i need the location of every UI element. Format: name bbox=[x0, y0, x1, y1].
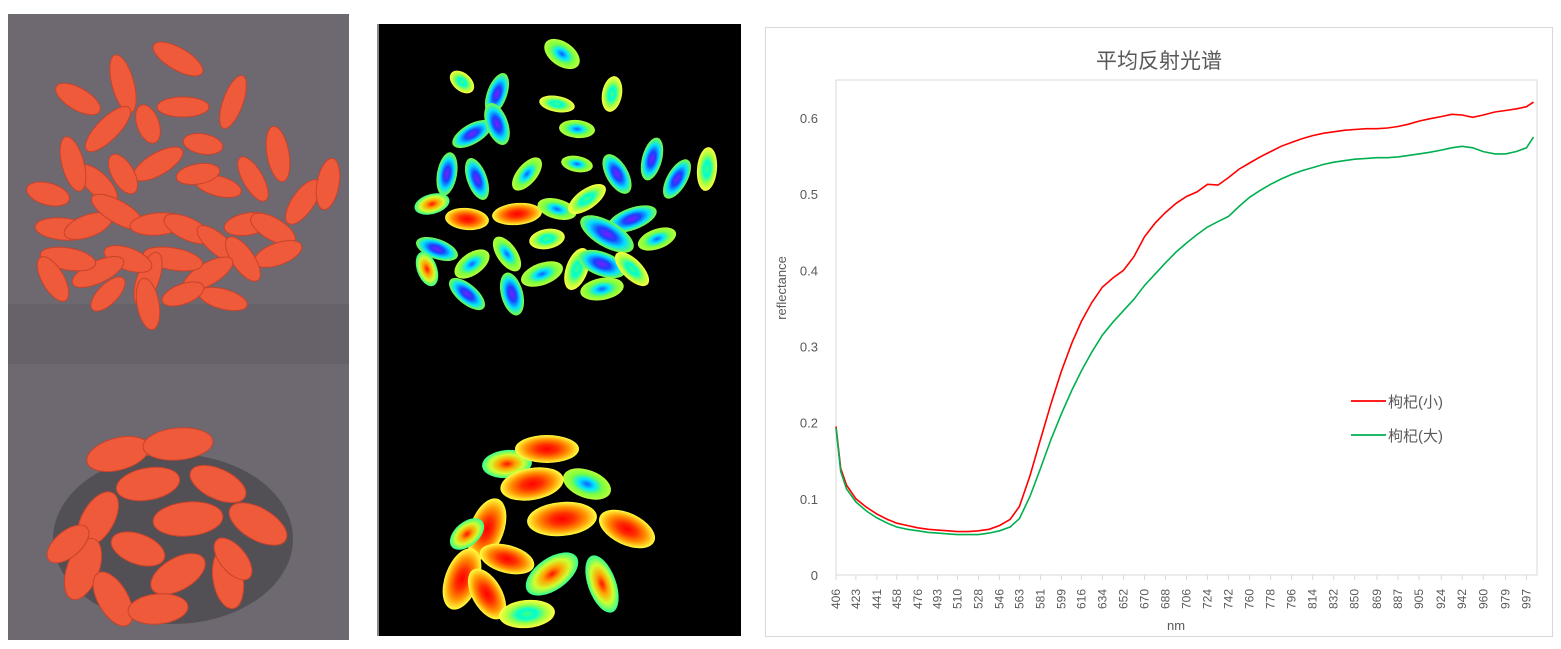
x-tick-label: 616 bbox=[1074, 589, 1088, 609]
x-tick-label: 850 bbox=[1348, 589, 1362, 609]
y-axis-label: reflectance bbox=[774, 256, 789, 320]
reflectance-chart: 平均反射光谱 reflectance nm 0 0.1 0.2 0.3 0.4 0.5 0.… bbox=[765, 27, 1553, 637]
berries-photo-icon bbox=[8, 14, 349, 640]
hyperspectral-pseudocolor-image bbox=[377, 24, 741, 636]
x-tick-label: 887 bbox=[1391, 589, 1405, 609]
legend-label-1: 枸杞(大) bbox=[1388, 428, 1443, 445]
plot-area: 0 0.1 0.2 0.3 0.4 0.5 0.6 406 423 441 458 476 493 510… bbox=[800, 79, 1538, 609]
x-tick-label: 742 bbox=[1222, 589, 1236, 609]
x-tick-label: 724 bbox=[1201, 589, 1215, 609]
y-tick-label: 0.4 bbox=[800, 263, 818, 278]
x-tick-label: 599 bbox=[1054, 589, 1068, 609]
y-tick-label: 0 bbox=[811, 568, 818, 583]
x-tick-label: 510 bbox=[951, 589, 965, 609]
x-tick-label: 688 bbox=[1158, 589, 1172, 609]
x-tick-label: 706 bbox=[1180, 589, 1194, 609]
x-tick-label: 670 bbox=[1137, 589, 1151, 609]
legend-label-0: 枸杞(小) bbox=[1388, 394, 1443, 411]
x-tick-label: 832 bbox=[1327, 589, 1341, 609]
x-tick-label: 869 bbox=[1370, 589, 1384, 609]
x-tick-label: 760 bbox=[1243, 589, 1257, 609]
x-tick-label: 493 bbox=[931, 589, 945, 609]
x-tick-label: 406 bbox=[829, 589, 843, 609]
x-tick-label: 441 bbox=[870, 589, 884, 609]
heatmap-icon bbox=[377, 24, 741, 636]
x-tick-label: 997 bbox=[1519, 589, 1533, 609]
y-tick-label: 0.2 bbox=[800, 416, 818, 431]
x-tick-label: 796 bbox=[1285, 589, 1299, 609]
chart-svg: 平均反射光谱 reflectance nm 0 0.1 0.2 0.3 0.4 0.5 0.… bbox=[774, 50, 1538, 633]
x-tick-label: 563 bbox=[1012, 589, 1026, 609]
y-tick-label: 0.5 bbox=[800, 187, 818, 202]
x-tick-label: 652 bbox=[1116, 589, 1130, 609]
series-line-1 bbox=[835, 136, 1535, 536]
x-tick-label: 458 bbox=[890, 589, 904, 609]
plot-border bbox=[835, 79, 1538, 576]
x-tick-label: 581 bbox=[1033, 589, 1047, 609]
x-tick-label: 814 bbox=[1306, 589, 1320, 609]
x-tick-label: 634 bbox=[1095, 589, 1109, 609]
x-tick-label: 924 bbox=[1434, 589, 1448, 609]
x-axis-label: nm bbox=[1167, 618, 1185, 633]
y-tick-label: 0.1 bbox=[800, 492, 818, 507]
x-tick-label: 979 bbox=[1498, 589, 1512, 609]
x-tick-label: 423 bbox=[849, 589, 863, 609]
x-tick-label: 905 bbox=[1412, 589, 1426, 609]
y-tick-label: 0.3 bbox=[800, 340, 818, 355]
x-tick-label: 960 bbox=[1476, 589, 1490, 609]
x-tick-label: 476 bbox=[911, 589, 925, 609]
x-tick-label: 528 bbox=[972, 589, 986, 609]
x-tick-label: 942 bbox=[1455, 589, 1469, 609]
x-tick-label: 546 bbox=[993, 589, 1007, 609]
y-tick-label: 0.6 bbox=[800, 111, 818, 126]
series-line-0 bbox=[835, 101, 1534, 533]
goji-berry-photo bbox=[8, 14, 349, 640]
chart-title: 平均反射光谱 bbox=[1096, 50, 1222, 73]
x-tick-label: 778 bbox=[1264, 589, 1278, 609]
